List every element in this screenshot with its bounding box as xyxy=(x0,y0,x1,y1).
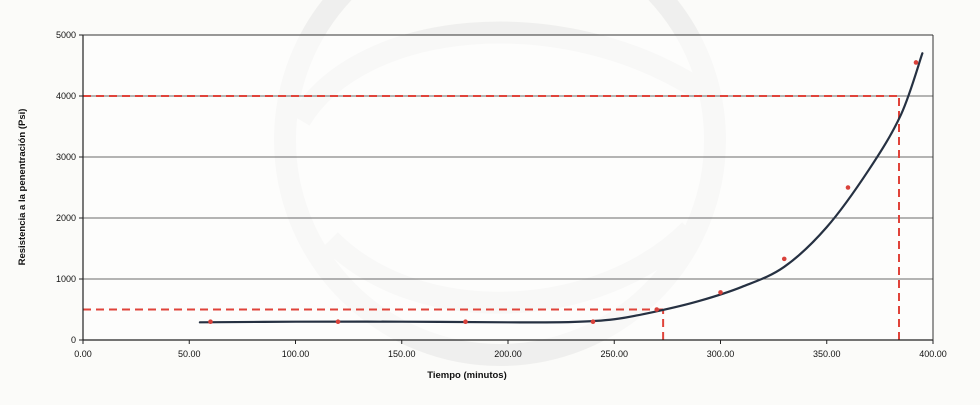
y-tick-label: 2000 xyxy=(56,213,76,223)
data-point xyxy=(845,185,851,190)
x-tick-label: 200.00 xyxy=(494,349,522,359)
data-point xyxy=(463,319,468,325)
trend-line xyxy=(198,52,924,324)
data-point xyxy=(335,319,341,325)
data-point xyxy=(781,256,787,262)
y-tick-label: 1000 xyxy=(56,274,76,284)
plot-background xyxy=(83,35,933,340)
x-tick-label: 150.00 xyxy=(388,349,416,359)
series-layer xyxy=(198,52,924,325)
x-axis-title: Tiempo (minutos) xyxy=(427,370,507,381)
x-tick-label: 350.00 xyxy=(813,349,841,359)
x-tick-label: 250.00 xyxy=(600,349,628,359)
x-tick-label: 400.00 xyxy=(919,349,947,359)
y-tick-label: 3000 xyxy=(56,152,76,162)
y-tick-label: 0 xyxy=(71,335,76,345)
x-axis-ticks: 0.00 50.00 100.00 150.00 200.00 250.00 300.00 3… xyxy=(74,340,947,359)
plot-area xyxy=(83,35,933,340)
y-axis-ticks: 0 1000 2000 3000 4000 5000 xyxy=(56,30,83,345)
data-point xyxy=(590,319,596,325)
data-point xyxy=(913,60,919,65)
y-axis-title: Resistencia a la penentración (Psi) xyxy=(17,109,28,266)
gridlines xyxy=(83,34,933,280)
y-tick-label: 5000 xyxy=(56,30,76,40)
x-tick-label: 300.00 xyxy=(707,349,735,359)
x-tick-label: 100.00 xyxy=(282,349,310,359)
reference-lines xyxy=(83,95,900,340)
x-tick-label: 0.00 xyxy=(74,349,92,359)
x-tick-label: 50.00 xyxy=(178,349,201,359)
data-point xyxy=(208,319,213,325)
data-point xyxy=(718,290,723,295)
y-tick-label: 4000 xyxy=(56,91,76,101)
data-point xyxy=(654,307,660,312)
